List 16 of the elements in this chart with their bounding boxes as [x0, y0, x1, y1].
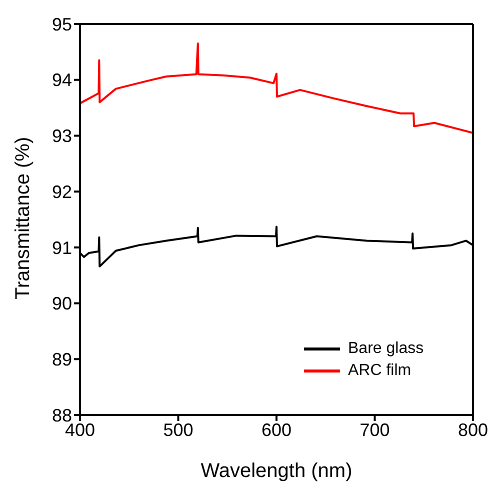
y-tick-label: 91: [52, 238, 72, 258]
x-tick-label: 600: [261, 420, 292, 440]
y-axis-title: Transmittance (%): [12, 136, 34, 300]
legend-label: ARC film: [348, 361, 412, 381]
x-tick-label: 500: [163, 420, 194, 440]
x-axis-title: Wavelength (nm): [200, 460, 352, 482]
y-tick-label: 94: [52, 70, 72, 90]
legend-label: Bare glass: [348, 339, 424, 359]
y-tick-label: 95: [52, 14, 72, 34]
line-series: [80, 42, 473, 134]
y-tick-label: 89: [52, 350, 72, 370]
x-tick-label: 800: [458, 420, 488, 440]
x-tick-label: 700: [360, 420, 390, 440]
y-tick-label: 93: [52, 126, 72, 146]
y-tick-label: 92: [52, 182, 72, 202]
y-tick-label: 90: [52, 294, 72, 314]
